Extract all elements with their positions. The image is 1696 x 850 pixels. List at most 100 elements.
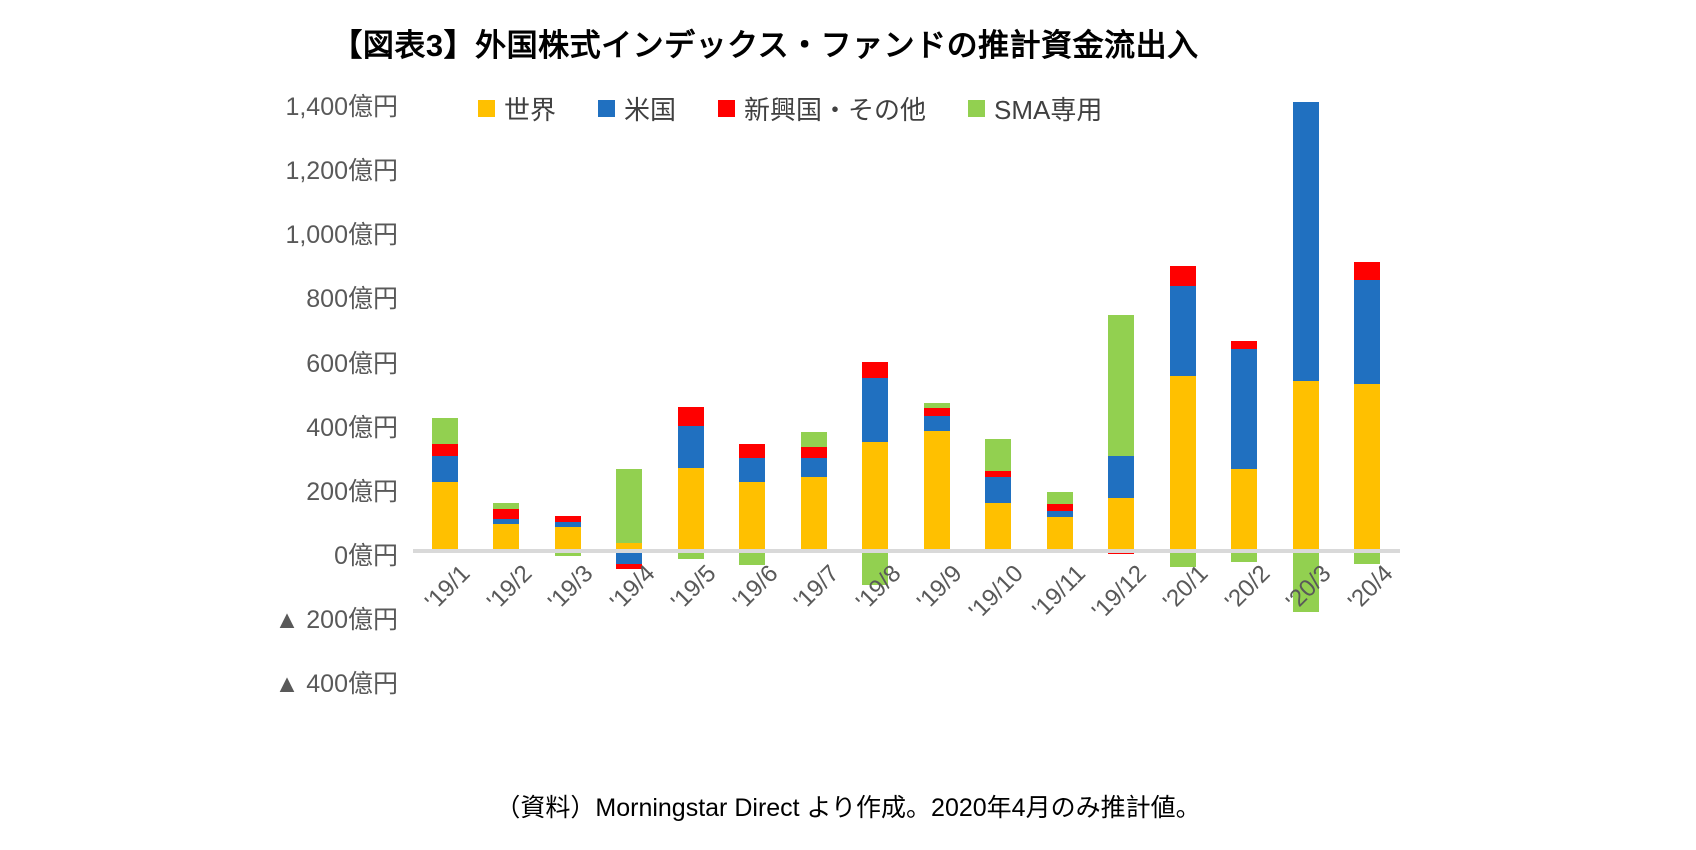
bar-segment (862, 551, 888, 585)
bar-segment (923, 430, 950, 551)
bar-segment (616, 542, 642, 551)
bar-segment (923, 403, 950, 409)
x-axis-tick-label: '19/10 (964, 560, 1030, 625)
bar-segment (985, 502, 1011, 551)
y-axis-tick-label: 0億円 (334, 542, 398, 570)
bar-segment (616, 563, 642, 569)
bar-segment (431, 417, 458, 444)
y-axis-tick-label: 800億円 (306, 285, 398, 314)
bar-segment (493, 502, 519, 510)
bar-segment (862, 361, 888, 378)
bar-segment (862, 441, 888, 551)
legend-label: 新興国・その他 (744, 95, 927, 125)
bar-segment (1292, 102, 1319, 382)
x-axis-tick-label: '19/8 (850, 560, 907, 616)
legend-item: 世界 (478, 90, 556, 127)
legend: 世界 米国 新興国・その他 SMA専用 (478, 90, 1102, 127)
x-axis-tick-label: '20/2 (1219, 560, 1276, 616)
bar-segment (431, 482, 458, 551)
bar-segment (1292, 381, 1319, 551)
bar-segment (431, 456, 458, 483)
bar-segment (800, 432, 827, 447)
bar-segment (1108, 498, 1134, 551)
bar-segment (923, 408, 950, 417)
bar-segment (800, 457, 827, 478)
legend-label: SMA専用 (994, 95, 1103, 125)
bar-segment (431, 443, 458, 457)
x-axis-tick-label: '19/6 (727, 560, 784, 616)
bar-segment (739, 457, 765, 483)
legend-item: 新興国・その他 (718, 90, 926, 127)
bar-segment (1354, 384, 1380, 551)
bar-segment (1169, 265, 1196, 287)
bar-segment (1231, 340, 1257, 349)
bar-segment (493, 523, 519, 551)
bar-segment (1354, 551, 1380, 564)
bar-segment (1046, 510, 1073, 518)
y-axis-tick-label: 1,200億円 (285, 157, 398, 186)
bar-segment (800, 477, 827, 551)
x-axis-tick-label: '20/1 (1158, 560, 1214, 616)
x-axis-tick-label: '19/7 (789, 560, 845, 616)
bar-segment (985, 470, 1011, 478)
bar-segment (677, 425, 704, 468)
x-axis-tick-label: '19/2 (481, 560, 538, 616)
bar-segment (739, 443, 765, 458)
bar-segment (616, 469, 642, 543)
bar-segment (616, 551, 642, 564)
y-axis-tick-label: ▲ 400億円 (274, 670, 398, 699)
bar-segment (985, 477, 1011, 503)
x-axis-tick-label: '19/11 (1027, 560, 1091, 624)
bar-segment (1231, 551, 1257, 563)
bar-segment (677, 551, 704, 560)
bar-segment (493, 518, 519, 524)
bar-segment (1292, 551, 1319, 612)
x-axis-tick-label: '19/3 (543, 560, 599, 616)
bar-segment (1354, 262, 1380, 280)
x-axis-tick-label: '19/12 (1087, 560, 1153, 625)
legend-swatch-icon (598, 100, 616, 117)
legend-label: 世界 (504, 95, 557, 125)
x-axis-tick-label: '19/5 (666, 560, 722, 616)
y-axis-tick-label: 200億円 (306, 477, 398, 506)
bar-segment (1169, 376, 1196, 551)
bar-segment (677, 406, 704, 426)
x-axis-tick-label: '19/4 (604, 560, 661, 616)
bar-segment (985, 438, 1011, 471)
bar-segment (1108, 456, 1134, 499)
bar-segment (554, 551, 581, 556)
bar-segment (493, 509, 519, 519)
bar-segment (1046, 504, 1073, 511)
bar-segment (554, 526, 581, 551)
bar-segment (923, 416, 950, 431)
zero-axis-line (413, 549, 1400, 553)
y-axis-tick-label: 400億円 (306, 413, 398, 442)
bar-segment (1169, 551, 1196, 568)
legend-swatch-icon (718, 100, 736, 117)
y-axis-tick-label: 600億円 (306, 349, 398, 378)
y-axis-tick-label: 1,000億円 (285, 221, 398, 250)
bar-segment (677, 467, 704, 551)
bar-segment (1108, 315, 1134, 457)
bar-segment (554, 522, 581, 527)
bar-segment (1231, 348, 1257, 470)
bar-segment (800, 446, 827, 458)
x-axis-tick-label: '20/4 (1342, 560, 1399, 616)
bar-segment (1046, 517, 1073, 551)
bar-segment (1231, 469, 1257, 551)
legend-label: 米国 (624, 95, 677, 125)
chart-title: 【図表3】外国株式インデックス・ファンドの推計資金流出入 (331, 28, 1199, 63)
source-note: （資料）Morningstar Direct より作成。2020年4月のみ推計値… (495, 794, 1201, 822)
legend-swatch-icon (478, 100, 495, 117)
x-axis-tick-label: '19/1 (420, 560, 476, 616)
bar-segment (1354, 280, 1380, 385)
y-axis-tick-label: 1,400億円 (285, 93, 398, 122)
bar-segment (739, 551, 765, 566)
bar-segment (554, 515, 581, 523)
bar-segment (739, 482, 765, 551)
x-axis-tick-label: '19/9 (912, 560, 968, 616)
legend-item: 米国 (598, 90, 676, 127)
bar-segment (1046, 491, 1073, 505)
y-axis-tick-label: ▲ 200億円 (274, 606, 398, 635)
